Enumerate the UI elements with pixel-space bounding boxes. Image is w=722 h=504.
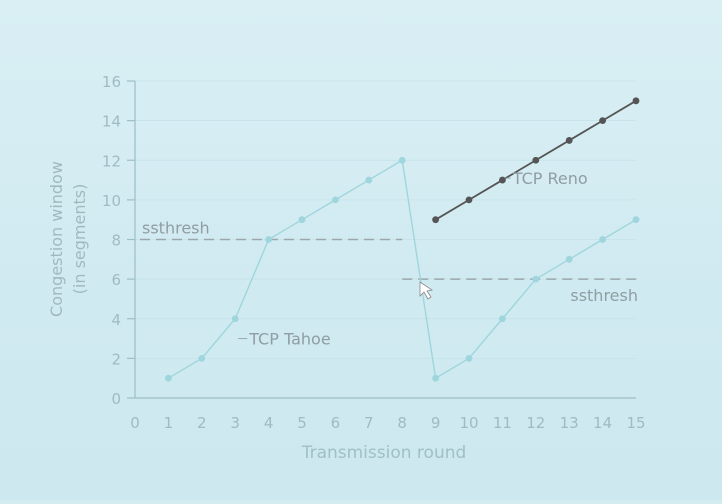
x-tick-labels: 0 1 2 3 4 5 6 7 8 9 10 11 12 13 14 15 (130, 414, 645, 432)
tcp-reno-point-11 (499, 176, 506, 184)
tcp-tahoe-point-6 (332, 196, 339, 204)
tcp-tahoe-point-1 (165, 374, 172, 382)
x-tick-label-11: 11 (493, 414, 512, 432)
y-tick-label-16: 16 (102, 73, 121, 91)
x-tick-label-5: 5 (297, 414, 307, 432)
tcp-tahoe-label: TCP Tahoe (248, 330, 330, 349)
x-tick-label-6: 6 (331, 414, 341, 432)
tcp-reno-point-13 (565, 137, 573, 144)
x-tick-label-2: 2 (197, 414, 207, 432)
tcp-tahoe-point-12 (532, 275, 540, 283)
x-tick-label-12: 12 (526, 414, 545, 432)
y-tick-label-10: 10 (102, 192, 121, 210)
y-tick-label-6: 6 (111, 271, 121, 289)
y-tick-labels: 0 2 4 6 8 10 12 14 16 (102, 73, 135, 408)
tcp-reno-point-9 (432, 216, 439, 224)
tcp-tahoe-point-7 (365, 176, 373, 184)
x-tick-label-10: 10 (459, 414, 478, 432)
x-tick-label-13: 13 (560, 414, 579, 432)
tcp-tahoe-point-13 (565, 255, 573, 263)
x-tick-label-4: 4 (264, 414, 274, 432)
y-tick-label-0: 0 (111, 390, 121, 408)
tcp-reno-point-12 (532, 156, 540, 164)
tcp-tahoe-point-2 (198, 354, 206, 362)
ssthresh-label-2: ssthresh (570, 286, 638, 305)
tcp-reno-point-15 (632, 97, 640, 105)
grid-lines (135, 80, 636, 359)
tcp-tahoe-point-11 (499, 315, 506, 323)
y-tick-label-12: 12 (102, 152, 121, 170)
ssthresh-label-1: ssthresh (142, 219, 210, 238)
x-tick-label-0: 0 (130, 414, 140, 432)
tcp-reno-point-10 (465, 196, 473, 204)
tcp-tahoe-point-3 (231, 315, 239, 323)
ssthresh-lines: ssthresh ssthresh (140, 219, 639, 305)
tcp-tahoe-point-14 (599, 236, 606, 243)
tcp-tahoe-point-10 (465, 354, 473, 362)
x-tick-label-1: 1 (164, 414, 174, 432)
x-tick-label-15: 15 (626, 414, 645, 432)
tcp-tahoe-point-4 (265, 236, 272, 243)
tcp-tahoe-point-8 (398, 156, 406, 164)
x-tick-label-9: 9 (431, 414, 441, 432)
y-tick-label-2: 2 (111, 350, 121, 368)
y-tick-label-4: 4 (111, 311, 121, 329)
x-axis-title: Transmission round (301, 443, 467, 463)
tcp-tahoe-point-9 (432, 374, 439, 382)
tcp-reno-label: TCP Reno (512, 169, 588, 188)
tcp-tahoe-point-15 (632, 216, 640, 224)
tcp-reno-point-14 (599, 117, 606, 125)
x-tick-label-8: 8 (397, 414, 407, 432)
x-tick-label-3: 3 (230, 414, 240, 432)
x-tick-label-14: 14 (593, 414, 612, 432)
x-tick-label-7: 7 (364, 414, 374, 432)
y-axis-title-line-2: (in segments) (70, 184, 89, 295)
tcp-tahoe-line (168, 159, 637, 380)
mouse-cursor (419, 281, 434, 300)
y-tick-label-14: 14 (102, 113, 121, 131)
tcp-tahoe-point-5 (298, 216, 306, 224)
series-labels: TCP Tahoe TCP Reno (238, 169, 588, 349)
series-group (165, 97, 640, 382)
y-tick-label-8: 8 (111, 232, 121, 250)
y-axis-title-line-1: Congestion window (47, 161, 66, 317)
